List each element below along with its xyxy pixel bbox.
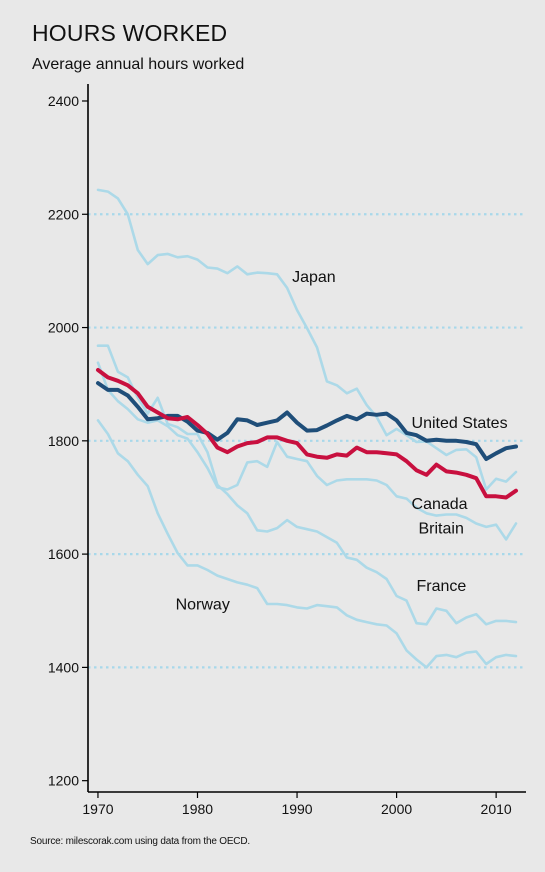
x-tick-label-1970: 1970 <box>82 801 113 817</box>
y-tick-label-2000: 2000 <box>48 320 79 336</box>
series-line-norway <box>96 419 518 669</box>
series-label-france: France <box>417 578 467 595</box>
y-tick-label-1600: 1600 <box>48 546 79 562</box>
y-tick-label-2200: 2200 <box>48 206 79 222</box>
y-tick-label-1800: 1800 <box>48 433 79 449</box>
series-label-united-states: United States <box>412 415 508 432</box>
series-lines <box>96 188 518 669</box>
series-label-norway: Norway <box>176 597 230 614</box>
series-line-france <box>96 344 518 626</box>
x-tick-label-2010: 2010 <box>481 801 512 817</box>
y-tick-label-2400: 2400 <box>48 93 79 109</box>
y-tick-label-1400: 1400 <box>48 659 79 675</box>
series-line-britain <box>96 361 518 541</box>
x-tick-label-1980: 1980 <box>182 801 213 817</box>
x-tick-label-2000: 2000 <box>381 801 412 817</box>
series-label-britain: Britain <box>418 521 463 538</box>
series-label-canada: Canada <box>412 496 468 513</box>
chart-subtitle: Average annual hours worked <box>32 56 245 73</box>
x-tick-label-1990: 1990 <box>281 801 312 817</box>
series-labels: Japan Britain France Norway United States Can… <box>176 269 508 613</box>
series-line-canada <box>96 368 518 500</box>
series-line-japan <box>96 188 518 491</box>
series-label-japan: Japan <box>292 269 336 286</box>
axes: 1200 1400 1600 1800 2000 2200 2400 1970 1980 1990… <box>48 84 526 817</box>
source-note: Source: milescorak.com using data from t… <box>30 836 250 847</box>
y-tick-label-1200: 1200 <box>48 773 79 789</box>
chart-title: HOURS WORKED <box>32 20 228 46</box>
gridlines <box>88 213 526 669</box>
